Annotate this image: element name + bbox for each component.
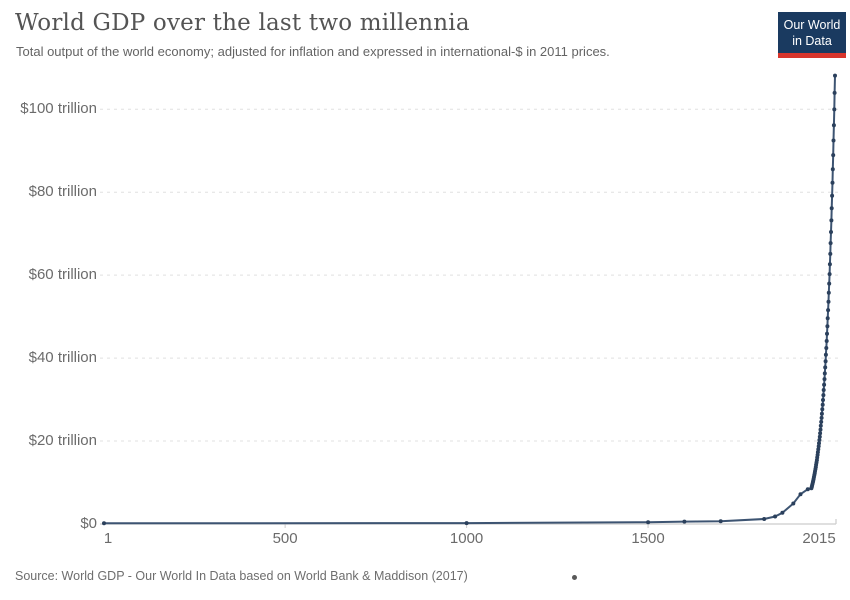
data-point [831, 138, 836, 143]
data-point [828, 251, 833, 256]
y-tick-label: $40 trillion [28, 349, 97, 367]
data-point [819, 419, 824, 424]
data-point [773, 514, 778, 519]
data-point [830, 193, 835, 198]
data-point [822, 382, 827, 387]
data-point [826, 308, 831, 313]
data-point [464, 521, 469, 526]
data-point [817, 441, 821, 446]
data-point [832, 90, 837, 95]
data-point [829, 218, 834, 223]
data-point [762, 517, 767, 521]
data-point [798, 492, 803, 497]
y-tick-label: $80 trillion [28, 183, 97, 201]
gdp-line [103, 75, 836, 525]
data-point [829, 206, 834, 211]
data-point [823, 352, 828, 357]
stray-dot [572, 575, 577, 580]
data-point [780, 510, 785, 515]
data-point [816, 444, 821, 449]
y-tick-label: $60 trillion [28, 266, 97, 284]
data-point [825, 316, 830, 321]
data-point [824, 346, 829, 350]
x-tick-label: 1500 [631, 530, 665, 547]
data-point [830, 180, 835, 185]
data-point [823, 359, 828, 364]
data-point [832, 107, 837, 112]
data-point [826, 290, 831, 295]
data-point [805, 487, 810, 492]
data-point [817, 434, 822, 439]
y-tick-label: $20 trillion [28, 432, 97, 450]
data-point [820, 402, 825, 407]
data-point [821, 388, 826, 392]
data-point [827, 272, 832, 277]
data-point [818, 431, 823, 436]
data-point [819, 415, 824, 420]
x-tick-label: 2015 [802, 530, 836, 547]
data-point [821, 398, 825, 402]
data-point [831, 123, 836, 128]
y-tick-label: $0 [80, 515, 97, 532]
data-point [821, 393, 826, 398]
x-tick-label: 500 [272, 530, 298, 547]
owid-logo-line2: in Data [792, 34, 832, 49]
x-tick-label: 1 [103, 530, 113, 547]
data-point [827, 262, 832, 267]
data-point [828, 241, 833, 246]
data-point [826, 299, 831, 304]
data-point [682, 519, 687, 524]
y-tick-label: $100 trillion [20, 100, 97, 118]
data-point [822, 377, 827, 382]
data-point [791, 501, 796, 506]
data-point [817, 438, 822, 442]
data-point [830, 167, 835, 172]
data-point [718, 519, 723, 524]
data-point [646, 520, 651, 525]
data-point [823, 365, 828, 370]
data-point [816, 447, 821, 452]
data-point [102, 521, 106, 526]
chart-subtitle: Total output of the world economy; adjus… [16, 44, 610, 59]
data-point [819, 411, 824, 416]
data-point [827, 281, 832, 286]
data-point [825, 331, 829, 336]
data-point [831, 153, 836, 158]
data-point [829, 230, 833, 234]
data-point [818, 427, 823, 432]
data-point [833, 73, 837, 78]
data-point [825, 324, 830, 329]
data-point [818, 423, 823, 428]
owid-logo[interactable]: Our World in Data [778, 12, 846, 58]
data-point [822, 371, 827, 376]
data-point [820, 407, 825, 412]
source-note: Source: World GDP - Our World In Data ba… [15, 569, 468, 583]
x-tick-label: 1000 [449, 530, 484, 547]
data-point [824, 339, 829, 343]
owid-logo-line1: Our World [783, 18, 841, 32]
page-title: World GDP over the last two millennia [15, 10, 470, 36]
